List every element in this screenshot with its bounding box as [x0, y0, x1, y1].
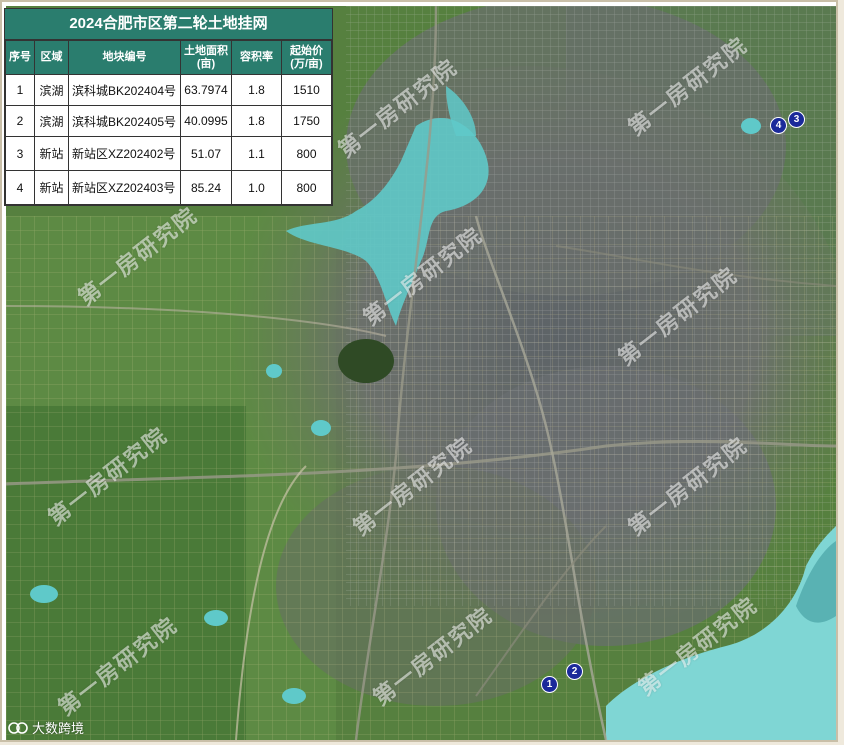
table-row: 3 新站 新站区XZ202402号 51.07 1.1 800	[5, 136, 332, 171]
cell-far: 1.8	[231, 74, 282, 106]
header-price: 起始价 (万/亩)	[281, 40, 332, 75]
brand-label: 大数跨境	[32, 721, 85, 736]
header-far: 容积率	[231, 40, 282, 75]
cell-district: 滨湖	[34, 74, 69, 106]
cell-no: 2	[5, 105, 35, 137]
cell-area: 51.07	[180, 136, 232, 171]
cell-plot: 滨科城BK202404号	[68, 74, 181, 106]
cell-no: 3	[5, 136, 35, 171]
listing-table: 序号 区域 地块编号 土地面积 (亩) 容积率 起始价 (万/亩) 1 滨湖 滨科城…	[5, 40, 332, 205]
satellite-map[interactable]	[6, 6, 836, 740]
cell-price: 1750	[281, 105, 332, 137]
plot-marker-1[interactable]: 1	[541, 676, 558, 693]
header-price-line2: (万/亩)	[290, 57, 323, 70]
cell-price: 800	[281, 170, 332, 205]
cell-area: 40.0995	[180, 105, 232, 137]
table-title: 2024合肥市区第二轮土地挂网	[5, 9, 332, 40]
cell-far: 1.1	[231, 136, 282, 171]
cell-no: 4	[5, 170, 35, 205]
cell-far: 1.8	[231, 105, 282, 137]
header-area-line2: (亩)	[196, 57, 216, 70]
header-price-line1: 起始价	[290, 44, 323, 57]
cell-plot: 新站区XZ202402号	[68, 136, 181, 171]
brand-watermark: 大数跨境	[8, 718, 84, 737]
table-header-row: 序号 区域 地块编号 土地面积 (亩) 容积率 起始价 (万/亩)	[5, 40, 332, 75]
header-plot: 地块编号	[68, 40, 181, 75]
cell-price: 800	[281, 136, 332, 171]
map-image	[6, 6, 836, 740]
cell-no: 1	[5, 74, 35, 106]
cell-plot: 滨科城BK202405号	[68, 105, 181, 137]
brand-logo-icon	[8, 721, 28, 734]
land-listing-table: 2024合肥市区第二轮土地挂网 序号 区域 地块编号 土地面积 (亩) 容积率 起…	[4, 8, 333, 206]
cell-plot: 新站区XZ202403号	[68, 170, 181, 205]
cell-far: 1.0	[231, 170, 282, 205]
header-no: 序号	[5, 40, 35, 75]
plot-marker-2[interactable]: 2	[566, 663, 583, 680]
table-row: 4 新站 新站区XZ202403号 85.24 1.0 800	[5, 170, 332, 205]
cell-area: 85.24	[180, 170, 232, 205]
table-row: 1 滨湖 滨科城BK202404号 63.7974 1.8 1510	[5, 74, 332, 106]
cell-district: 新站	[34, 170, 69, 205]
header-area: 土地面积 (亩)	[180, 40, 232, 75]
cell-district: 新站	[34, 136, 69, 171]
cell-price: 1510	[281, 74, 332, 106]
cell-area: 63.7974	[180, 74, 232, 106]
header-area-line1: 土地面积	[184, 44, 228, 57]
plot-marker-4[interactable]: 4	[770, 117, 787, 134]
table-row: 2 滨湖 滨科城BK202405号 40.0995 1.8 1750	[5, 105, 332, 137]
header-district: 区域	[34, 40, 69, 75]
plot-marker-3[interactable]: 3	[788, 111, 805, 128]
cell-district: 滨湖	[34, 105, 69, 137]
